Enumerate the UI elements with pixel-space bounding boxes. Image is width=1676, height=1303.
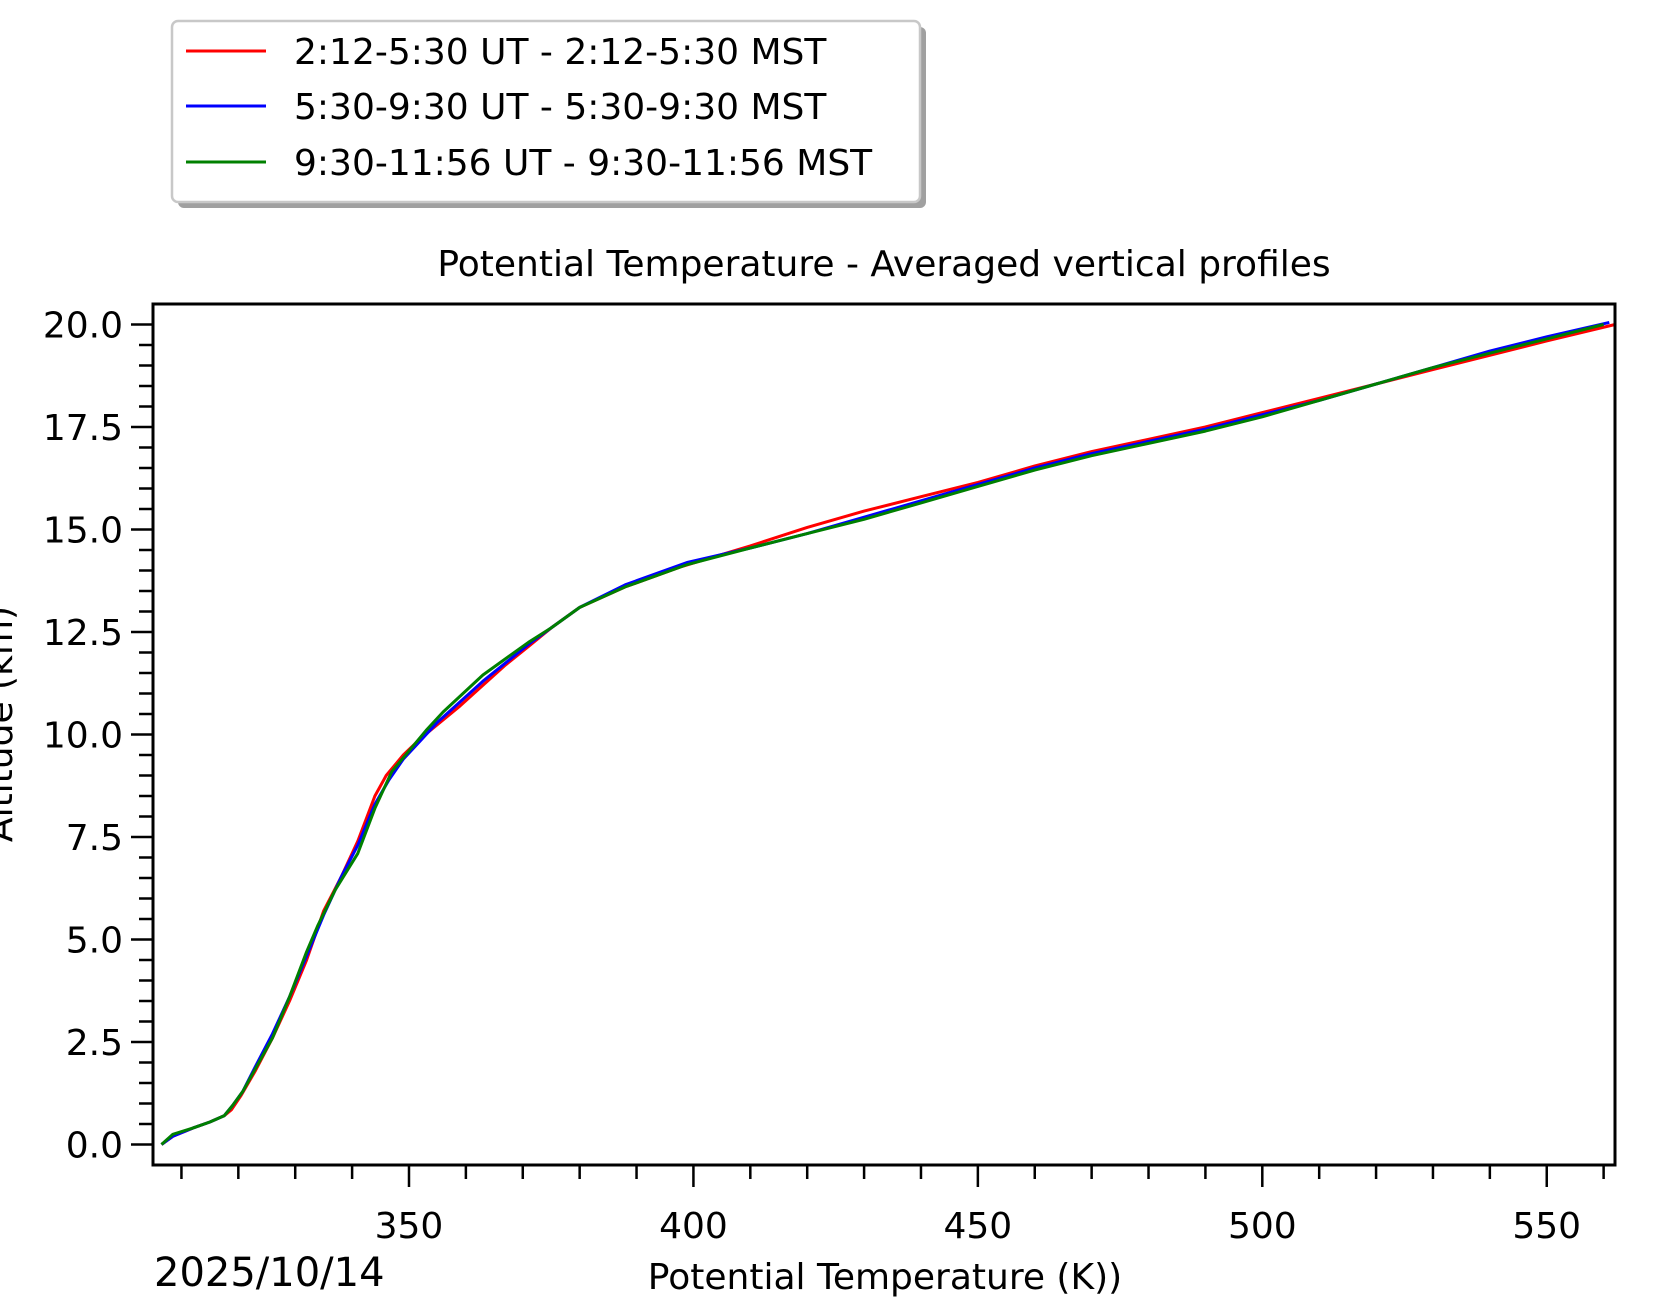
x-axis-label: Potential Temperature (K)) [648, 1257, 1122, 1298]
y-tick-label: 15.0 [43, 511, 123, 552]
legend-label-series-2: 5:30-9:30 UT - 5:30-9:30 MST [294, 87, 827, 128]
chart-title: Potential Temperature - Averaged vertica… [437, 244, 1330, 285]
y-tick-label: 2.5 [66, 1023, 123, 1064]
y-tick-label: 10.0 [43, 716, 123, 757]
series-line-2 [160, 320, 1610, 1146]
y-tick-label: 12.5 [43, 613, 123, 654]
x-tick-label: 450 [944, 1206, 1013, 1247]
y-tick-label: 7.5 [66, 818, 123, 859]
y-tick-label: 5.0 [66, 921, 123, 962]
series-layer [160, 320, 1616, 1146]
y-axis-ticks: 0.0 2.5 5.0 7.5 10.0 12.5 15.0 17.5 20.0 [43, 306, 153, 1167]
legend-label-series-1: 2:12-5:30 UT - 2:12-5:30 MST [294, 32, 827, 73]
legend-label-series-3: 9:30-11:56 UT - 9:30-11:56 MST [294, 143, 873, 184]
legend: 2:12-5:30 UT - 2:12-5:30 MST 5:30-9:30 U… [170, 19, 926, 208]
plot-area-frame [151, 302, 1617, 1167]
x-tick-label: 400 [659, 1206, 728, 1247]
x-tick-label: 350 [375, 1206, 444, 1247]
legend-box [170, 19, 922, 204]
x-tick-label: 550 [1512, 1206, 1581, 1247]
x-axis-ticks: 350 400 450 500 550 [180, 1165, 1605, 1247]
y-tick-label: 0.0 [66, 1126, 123, 1167]
y-tick-label: 17.5 [43, 408, 123, 449]
series-line-1 [160, 323, 1616, 1146]
y-axis-label: Altitude (km) [0, 606, 21, 842]
date-label: 2025/10/14 [154, 1250, 385, 1296]
x-tick-label: 500 [1228, 1206, 1297, 1247]
series-line-3 [160, 323, 1604, 1146]
y-tick-label: 20.0 [43, 306, 123, 347]
